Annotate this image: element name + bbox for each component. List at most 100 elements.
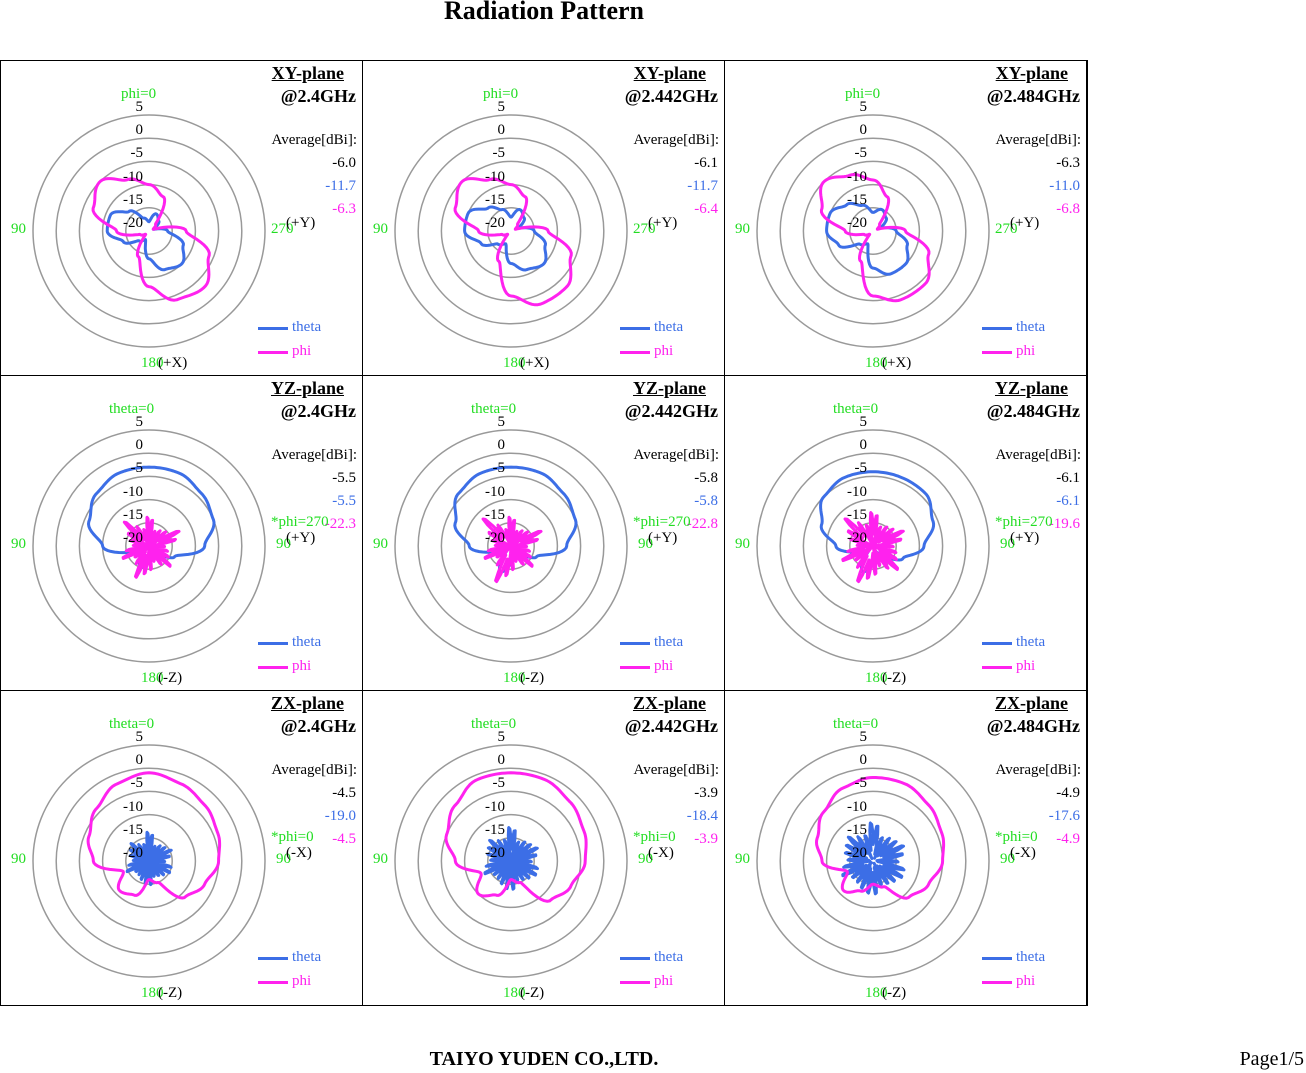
frequency-label: @2.484GHz: [986, 86, 1080, 106]
frequency-label: @2.4GHz: [280, 716, 356, 736]
ring-tick-label: -10: [123, 483, 143, 500]
average-label: Average[dBi]:: [633, 132, 719, 148]
company-footer: TAIYO YUDEN CO.,LTD.: [429, 1048, 659, 1070]
average-phi-value: -19.6: [1048, 516, 1080, 532]
phi-note-label: *phi=270: [633, 514, 691, 530]
angle-top-label: phi=0: [845, 86, 881, 102]
polar-ring: [802, 475, 944, 617]
ring-tick-label: 0: [859, 437, 868, 454]
average-phi-value: -22.3: [324, 516, 356, 532]
angle-right-label: 270: [271, 221, 294, 237]
theta-series-line: [483, 826, 539, 891]
axis-bottom-label: (+X): [882, 355, 912, 371]
ring-tick-label: -5: [854, 775, 868, 792]
phi-series-line: [815, 776, 946, 900]
average-label: Average[dBi]:: [995, 132, 1081, 148]
polar-plot: [32, 744, 266, 978]
average-theta-value: -19.0: [324, 808, 356, 824]
ring-tick-label: -20: [123, 845, 143, 861]
frequency-label: @2.4GHz: [280, 401, 356, 421]
axis-right-label: (+Y): [648, 215, 678, 231]
angle-top-label: theta=0: [109, 716, 155, 732]
polar-ring: [417, 452, 605, 640]
phi-note-label: *phi=0: [271, 829, 314, 845]
frequency-label: @2.442GHz: [624, 716, 718, 736]
average-theta-value: -11.7: [687, 178, 718, 194]
average-phi-value: -22.8: [686, 516, 718, 532]
ring-tick-label: -15: [847, 506, 867, 523]
polar-plot: [756, 114, 990, 348]
polar-ring: [825, 813, 921, 909]
legend-phi-swatch: [982, 351, 1012, 354]
ring-tick-label: -20: [485, 845, 505, 861]
ring-tick-label: -5: [492, 775, 506, 792]
ring-tick-label: -10: [485, 168, 505, 185]
ring-tick-label: -15: [847, 821, 867, 838]
polar-ring: [825, 498, 921, 594]
plane-title: ZX-plane: [632, 693, 706, 713]
plot-grid: 5 0 -5 -10 -15 -20 XY-plane @2.4GHz Average[dBi]…: [0, 60, 1088, 1006]
legend-theta-swatch: [620, 642, 650, 645]
phi-series-line: [819, 173, 931, 303]
polar-ring: [756, 744, 990, 978]
legend-theta-label: theta: [654, 634, 684, 650]
legend-phi-swatch: [982, 666, 1012, 669]
legend-theta-swatch: [982, 957, 1012, 960]
polar-plot-cell: 5 0 -5 -10 -15 -20 ZX-plane @2.484GHz Average[dB…: [725, 691, 1087, 1006]
legend-theta-label: theta: [292, 319, 322, 335]
legend-phi-label: phi: [292, 973, 312, 989]
average-total-value: -5.8: [694, 470, 718, 486]
frequency-label: @2.442GHz: [624, 86, 718, 106]
theta-series-line: [105, 209, 186, 272]
phi-note-label: *phi=0: [995, 829, 1038, 845]
angle-top-label: theta=0: [833, 401, 879, 417]
polar-plot-cell: 5 0 -5 -10 -15 -20 XY-plane @2.442GHz Average[dB…: [363, 61, 725, 376]
angle-bottom-label: 180: [503, 985, 526, 1001]
angle-top-label: phi=0: [121, 86, 157, 102]
axis-right-label: (+Y): [1010, 215, 1040, 231]
polar-ring: [417, 137, 605, 325]
ring-tick-label: -20: [485, 530, 505, 546]
ring-tick-label: -5: [130, 775, 144, 792]
ring-tick-label: -10: [123, 168, 143, 185]
axis-right-label: (+Y): [648, 530, 678, 546]
plane-title: YZ-plane: [270, 378, 344, 398]
polar-ring: [756, 429, 990, 663]
average-label: Average[dBi]:: [995, 447, 1081, 463]
average-label: Average[dBi]:: [995, 762, 1081, 778]
polar-ring: [55, 137, 243, 325]
theta-series-line: [463, 205, 548, 272]
axis-bottom-label: (+X): [158, 355, 188, 371]
angle-left-label: 90: [373, 221, 388, 237]
plane-title: ZX-plane: [270, 693, 344, 713]
polar-plot: [756, 744, 990, 978]
phi-note-label: *phi=270: [995, 514, 1053, 530]
angle-top-label: phi=0: [483, 86, 519, 102]
average-label: Average[dBi]:: [271, 132, 357, 148]
polar-ring: [756, 114, 990, 348]
ring-tick-label: -10: [485, 483, 505, 500]
polar-plot-cell: 5 0 -5 -10 -15 -20 ZX-plane @2.4GHz Average[dBi]…: [1, 691, 363, 1006]
angle-right-label: 270: [633, 221, 656, 237]
ring-tick-label: 0: [497, 437, 506, 454]
ring-tick-label: 0: [497, 752, 506, 769]
legend-phi-swatch: [620, 666, 650, 669]
average-phi-value: -6.8: [1056, 201, 1080, 217]
ring-tick-label: -10: [123, 798, 143, 815]
ring-tick-label: 5: [859, 99, 868, 115]
polar-ring: [55, 452, 243, 640]
axis-bottom-label: (-Z): [158, 670, 183, 686]
plane-title: ZX-plane: [994, 693, 1068, 713]
angle-left-label: 90: [735, 851, 750, 867]
angle-bottom-label: 180: [141, 355, 164, 371]
theta-series-line: [125, 830, 173, 887]
axis-right-label: (+Y): [286, 215, 316, 231]
ring-tick-label: 5: [135, 414, 144, 430]
legend-theta-label: theta: [1016, 949, 1046, 965]
axis-bottom-label: (+X): [520, 355, 550, 371]
average-theta-value: -5.5: [332, 493, 356, 509]
angle-left-label: 90: [735, 536, 750, 552]
plane-title: XY-plane: [633, 63, 706, 83]
angle-top-label: theta=0: [833, 716, 879, 732]
axis-bottom-label: (-Z): [520, 670, 545, 686]
